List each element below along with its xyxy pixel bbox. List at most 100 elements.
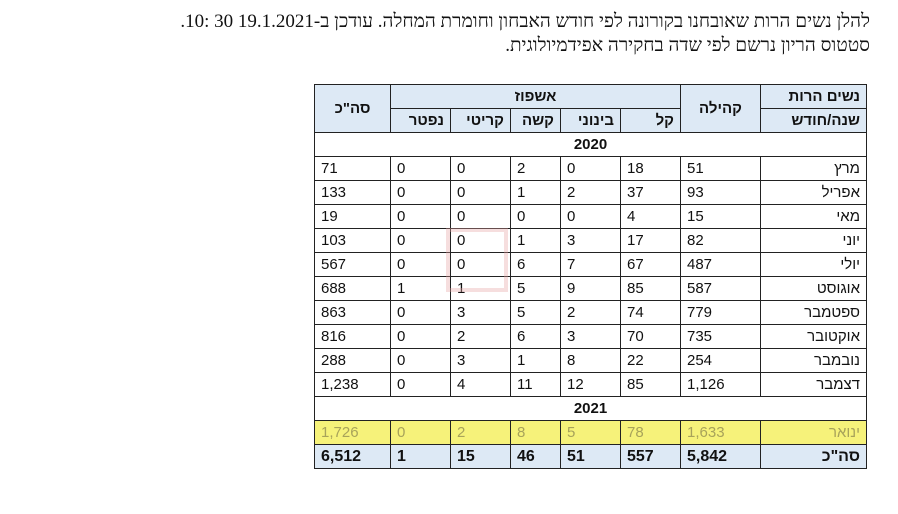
severe-cell: 8: [510, 420, 561, 445]
moderate-cell: 3: [560, 324, 621, 349]
intro-line-1: להלן נשים הרות שאובחנו בקורונה לפי חודש …: [180, 11, 870, 32]
header-community: קהילה: [680, 84, 761, 133]
header-label-bottom: שנה/חודש: [760, 108, 867, 133]
table-row: אפריל 93 37 2 1 0 0 133: [314, 180, 867, 205]
table-row: מרץ 51 18 0 2 0 0 71: [314, 156, 867, 181]
community-cell: 93: [680, 180, 761, 205]
deceased-cell: 0: [390, 204, 451, 229]
mild-cell: 78: [620, 420, 681, 445]
moderate-cell: 0: [560, 156, 621, 181]
severe-cell: 5: [510, 300, 561, 325]
critical-cell: 0: [450, 156, 511, 181]
month-cell: אוגוסט: [760, 276, 867, 301]
table-row: נובמבר 254 22 8 1 3 0 288: [314, 348, 867, 373]
deceased-cell: 0: [390, 252, 451, 277]
mild-cell: 85: [620, 276, 681, 301]
severe-cell: 0: [510, 204, 561, 229]
community-cell: 254: [680, 348, 761, 373]
totals-row: סה"כ 5,842 557 51 46 15 1 6,512: [314, 444, 867, 469]
critical-cell: 2: [450, 324, 511, 349]
pregnant-women-table: נשים הרות קהילה אשפוז סה"כ שנה/חודש קל ב…: [314, 84, 867, 469]
community-cell: 735: [680, 324, 761, 349]
moderate-cell: 7: [560, 252, 621, 277]
severe-cell: 1: [510, 348, 561, 373]
total-cell: 1,238: [314, 372, 391, 397]
deceased-cell: 0: [390, 180, 451, 205]
mild-cell: 557: [620, 444, 681, 469]
header-mild: קל: [620, 108, 681, 133]
total-cell: 1,726: [314, 420, 391, 445]
critical-cell: 2: [450, 420, 511, 445]
community-cell: 1,633: [680, 420, 761, 445]
critical-cell: 4: [450, 372, 511, 397]
deceased-cell: 0: [390, 348, 451, 373]
severe-cell: 46: [510, 444, 561, 469]
critical-cell: 3: [450, 300, 511, 325]
severe-cell: 11: [510, 372, 561, 397]
header-total: סה"כ: [314, 84, 391, 133]
deceased-cell: 0: [390, 156, 451, 181]
severe-cell: 1: [510, 228, 561, 253]
community-cell: 82: [680, 228, 761, 253]
critical-cell: 1: [450, 276, 511, 301]
month-cell: ינואר: [760, 420, 867, 445]
moderate-cell: 5: [560, 420, 621, 445]
community-cell: 15: [680, 204, 761, 229]
community-cell: 51: [680, 156, 761, 181]
deceased-cell: 1: [390, 444, 451, 469]
moderate-cell: 3: [560, 228, 621, 253]
intro-text: להלן נשים הרות שאובחנו בקורונה לפי חודש …: [10, 10, 870, 58]
critical-cell: 3: [450, 348, 511, 373]
mild-cell: 22: [620, 348, 681, 373]
year-row-2020: 2020: [314, 132, 867, 157]
moderate-cell: 8: [560, 348, 621, 373]
intro-line-2: סטטוס הריון נרשם לפי שדה בחקירה אפידמיול…: [505, 35, 870, 56]
deceased-cell: 0: [390, 324, 451, 349]
table-row: יוני 82 17 3 1 0 0 103: [314, 228, 867, 253]
deceased-cell: 0: [390, 372, 451, 397]
table-row: ספטמבר 779 74 2 5 3 0 863: [314, 300, 867, 325]
total-cell: 19: [314, 204, 391, 229]
table-row: אוגוסט 587 85 9 5 1 1 688: [314, 276, 867, 301]
severe-cell: 6: [510, 252, 561, 277]
deceased-cell: 0: [390, 228, 451, 253]
severe-cell: 6: [510, 324, 561, 349]
header-deceased: נפטר: [390, 108, 451, 133]
header-hospitalized: אשפוז: [390, 84, 681, 109]
moderate-cell: 12: [560, 372, 621, 397]
moderate-cell: 2: [560, 300, 621, 325]
total-cell: 688: [314, 276, 391, 301]
total-cell: 567: [314, 252, 391, 277]
table-row: אוקטובר 735 70 3 6 2 0 816: [314, 324, 867, 349]
deceased-cell: 1: [390, 276, 451, 301]
total-cell: 133: [314, 180, 391, 205]
mild-cell: 67: [620, 252, 681, 277]
total-cell: 863: [314, 300, 391, 325]
month-cell: דצמבר: [760, 372, 867, 397]
table-row: מאי 15 4 0 0 0 0 19: [314, 204, 867, 229]
mild-cell: 85: [620, 372, 681, 397]
total-cell: 6,512: [314, 444, 391, 469]
header-label-top: נשים הרות: [760, 84, 867, 109]
mild-cell: 18: [620, 156, 681, 181]
severe-cell: 1: [510, 180, 561, 205]
mild-cell: 4: [620, 204, 681, 229]
community-cell: 779: [680, 300, 761, 325]
critical-cell: 0: [450, 252, 511, 277]
community-cell: 1,126: [680, 372, 761, 397]
header-critical: קריטי: [450, 108, 511, 133]
total-cell: 288: [314, 348, 391, 373]
month-cell: יוני: [760, 228, 867, 253]
moderate-cell: 0: [560, 204, 621, 229]
critical-cell: 0: [450, 228, 511, 253]
severe-cell: 5: [510, 276, 561, 301]
deceased-cell: 0: [390, 300, 451, 325]
month-cell: אפריל: [760, 180, 867, 205]
month-cell: אוקטובר: [760, 324, 867, 349]
critical-cell: 0: [450, 204, 511, 229]
critical-cell: 0: [450, 180, 511, 205]
header-moderate: בינוני: [560, 108, 621, 133]
mild-cell: 70: [620, 324, 681, 349]
total-cell: 71: [314, 156, 391, 181]
totals-label: סה"כ: [760, 444, 867, 469]
